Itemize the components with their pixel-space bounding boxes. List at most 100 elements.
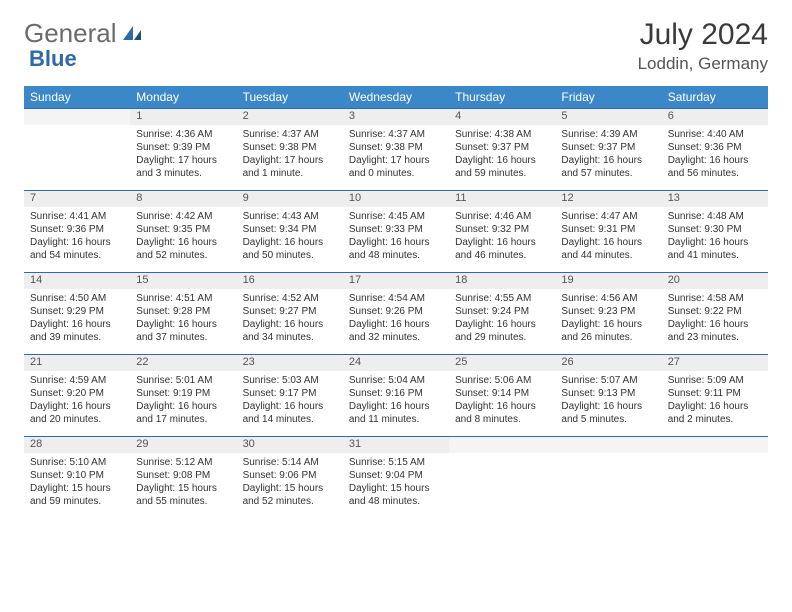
day-cell: Sunrise: 4:41 AMSunset: 9:36 PMDaylight:… xyxy=(24,207,130,273)
sunrise-line: Sunrise: 5:15 AM xyxy=(349,456,443,469)
day-number: 28 xyxy=(24,437,130,453)
day-cell: Sunrise: 4:52 AMSunset: 9:27 PMDaylight:… xyxy=(237,289,343,355)
logo: General xyxy=(24,18,143,49)
day-cell: Sunrise: 4:38 AMSunset: 9:37 PMDaylight:… xyxy=(449,125,555,191)
sunrise-line: Sunrise: 4:56 AM xyxy=(561,292,655,305)
day-cell: Sunrise: 4:40 AMSunset: 9:36 PMDaylight:… xyxy=(662,125,768,191)
sunrise-line: Sunrise: 4:48 AM xyxy=(668,210,762,223)
day-cell: Sunrise: 4:59 AMSunset: 9:20 PMDaylight:… xyxy=(24,371,130,437)
sunrise-line: Sunrise: 4:46 AM xyxy=(455,210,549,223)
sunset-line: Sunset: 9:34 PM xyxy=(243,223,337,236)
daylight-line: Daylight: 16 hours and 20 minutes. xyxy=(30,400,124,426)
day-cell: Sunrise: 5:15 AMSunset: 9:04 PMDaylight:… xyxy=(343,453,449,519)
daynum-row: 123456 xyxy=(24,109,768,125)
sunrise-line: Sunrise: 4:59 AM xyxy=(30,374,124,387)
month-title: July 2024 xyxy=(638,18,768,52)
sunset-line: Sunset: 9:22 PM xyxy=(668,305,762,318)
sunset-line: Sunset: 9:27 PM xyxy=(243,305,337,318)
daylight-line: Daylight: 16 hours and 11 minutes. xyxy=(349,400,443,426)
day-number: 14 xyxy=(24,273,130,289)
sunset-line: Sunset: 9:31 PM xyxy=(561,223,655,236)
daylight-line: Daylight: 16 hours and 32 minutes. xyxy=(349,318,443,344)
day-cell xyxy=(449,453,555,519)
sunset-line: Sunset: 9:23 PM xyxy=(561,305,655,318)
sunrise-line: Sunrise: 4:54 AM xyxy=(349,292,443,305)
day-number: 9 xyxy=(237,191,343,207)
daylight-line: Daylight: 16 hours and 23 minutes. xyxy=(668,318,762,344)
day-header: Thursday xyxy=(449,86,555,109)
daylight-line: Daylight: 16 hours and 54 minutes. xyxy=(30,236,124,262)
day-cell: Sunrise: 4:54 AMSunset: 9:26 PMDaylight:… xyxy=(343,289,449,355)
day-cell: Sunrise: 4:56 AMSunset: 9:23 PMDaylight:… xyxy=(555,289,661,355)
day-cell: Sunrise: 5:01 AMSunset: 9:19 PMDaylight:… xyxy=(130,371,236,437)
sunset-line: Sunset: 9:13 PM xyxy=(561,387,655,400)
day-cell: Sunrise: 4:36 AMSunset: 9:39 PMDaylight:… xyxy=(130,125,236,191)
day-cell: Sunrise: 5:12 AMSunset: 9:08 PMDaylight:… xyxy=(130,453,236,519)
day-header: Sunday xyxy=(24,86,130,109)
sunrise-line: Sunrise: 5:12 AM xyxy=(136,456,230,469)
day-number: 22 xyxy=(130,355,236,371)
day-cell: Sunrise: 5:06 AMSunset: 9:14 PMDaylight:… xyxy=(449,371,555,437)
sunrise-line: Sunrise: 4:40 AM xyxy=(668,128,762,141)
day-cell: Sunrise: 5:14 AMSunset: 9:06 PMDaylight:… xyxy=(237,453,343,519)
sunrise-line: Sunrise: 4:45 AM xyxy=(349,210,443,223)
day-header: Monday xyxy=(130,86,236,109)
daylight-line: Daylight: 15 hours and 48 minutes. xyxy=(349,482,443,508)
day-number: 5 xyxy=(555,109,661,125)
daylight-line: Daylight: 17 hours and 3 minutes. xyxy=(136,154,230,180)
daylight-line: Daylight: 16 hours and 29 minutes. xyxy=(455,318,549,344)
daylight-line: Daylight: 15 hours and 55 minutes. xyxy=(136,482,230,508)
daynum-row: 21222324252627 xyxy=(24,355,768,371)
day-number: 15 xyxy=(130,273,236,289)
daylight-line: Daylight: 16 hours and 46 minutes. xyxy=(455,236,549,262)
day-number xyxy=(662,437,768,453)
day-cell: Sunrise: 4:55 AMSunset: 9:24 PMDaylight:… xyxy=(449,289,555,355)
day-number: 31 xyxy=(343,437,449,453)
content-row: Sunrise: 4:41 AMSunset: 9:36 PMDaylight:… xyxy=(24,207,768,273)
daylight-line: Daylight: 15 hours and 52 minutes. xyxy=(243,482,337,508)
sunrise-line: Sunrise: 4:47 AM xyxy=(561,210,655,223)
sunrise-line: Sunrise: 4:37 AM xyxy=(349,128,443,141)
sunrise-line: Sunrise: 4:41 AM xyxy=(30,210,124,223)
day-number: 23 xyxy=(237,355,343,371)
logo-text-2: Blue xyxy=(29,46,77,72)
day-number xyxy=(24,109,130,125)
daylight-line: Daylight: 16 hours and 14 minutes. xyxy=(243,400,337,426)
logo-sail-icon xyxy=(121,24,143,42)
day-number: 29 xyxy=(130,437,236,453)
sunrise-line: Sunrise: 4:52 AM xyxy=(243,292,337,305)
sunrise-line: Sunrise: 5:03 AM xyxy=(243,374,337,387)
sunset-line: Sunset: 9:30 PM xyxy=(668,223,762,236)
sunset-line: Sunset: 9:39 PM xyxy=(136,141,230,154)
daylight-line: Daylight: 16 hours and 8 minutes. xyxy=(455,400,549,426)
sunset-line: Sunset: 9:28 PM xyxy=(136,305,230,318)
sunset-line: Sunset: 9:38 PM xyxy=(243,141,337,154)
day-cell: Sunrise: 4:48 AMSunset: 9:30 PMDaylight:… xyxy=(662,207,768,273)
sunset-line: Sunset: 9:37 PM xyxy=(455,141,549,154)
sunset-line: Sunset: 9:16 PM xyxy=(349,387,443,400)
day-cell: Sunrise: 4:46 AMSunset: 9:32 PMDaylight:… xyxy=(449,207,555,273)
sunset-line: Sunset: 9:32 PM xyxy=(455,223,549,236)
sunrise-line: Sunrise: 4:51 AM xyxy=(136,292,230,305)
sunrise-line: Sunrise: 5:10 AM xyxy=(30,456,124,469)
day-number xyxy=(555,437,661,453)
daylight-line: Daylight: 17 hours and 0 minutes. xyxy=(349,154,443,180)
day-number: 3 xyxy=(343,109,449,125)
sunset-line: Sunset: 9:35 PM xyxy=(136,223,230,236)
day-number: 27 xyxy=(662,355,768,371)
day-header: Tuesday xyxy=(237,86,343,109)
sunrise-line: Sunrise: 4:42 AM xyxy=(136,210,230,223)
day-number: 4 xyxy=(449,109,555,125)
sunset-line: Sunset: 9:29 PM xyxy=(30,305,124,318)
day-number: 20 xyxy=(662,273,768,289)
daylight-line: Daylight: 17 hours and 1 minute. xyxy=(243,154,337,180)
daylight-line: Daylight: 16 hours and 59 minutes. xyxy=(455,154,549,180)
daylight-line: Daylight: 16 hours and 17 minutes. xyxy=(136,400,230,426)
day-cell xyxy=(555,453,661,519)
sunrise-line: Sunrise: 4:43 AM xyxy=(243,210,337,223)
day-number: 12 xyxy=(555,191,661,207)
daylight-line: Daylight: 16 hours and 44 minutes. xyxy=(561,236,655,262)
sunset-line: Sunset: 9:19 PM xyxy=(136,387,230,400)
sunset-line: Sunset: 9:37 PM xyxy=(561,141,655,154)
sunrise-line: Sunrise: 5:14 AM xyxy=(243,456,337,469)
